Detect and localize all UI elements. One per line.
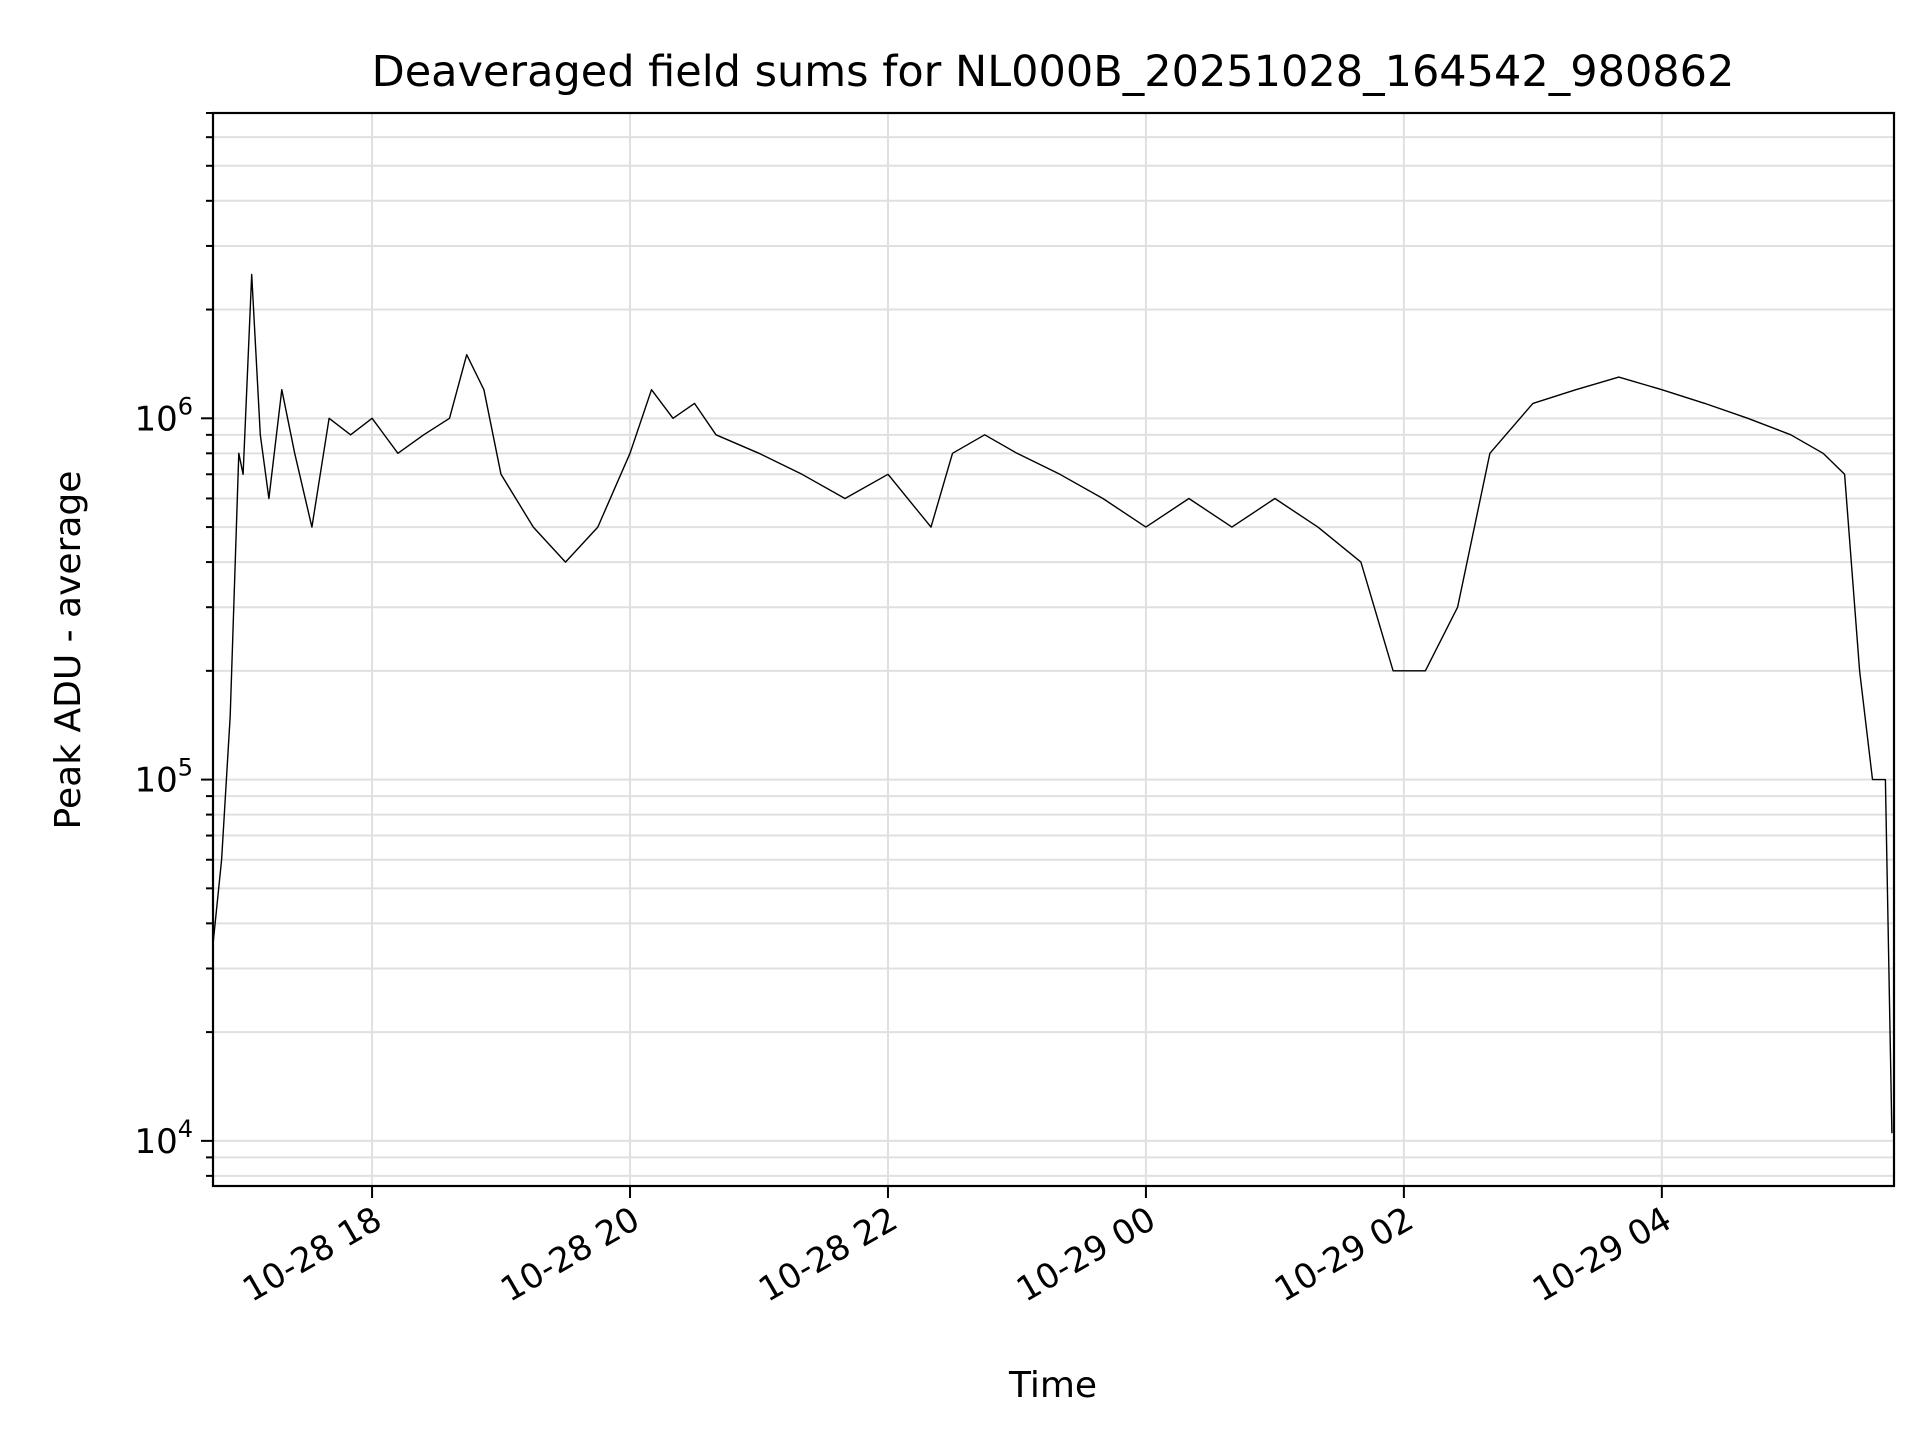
series-line — [213, 273, 1893, 1134]
y-tick-label-base: 10 — [134, 761, 177, 801]
y-tick-label-base: 10 — [134, 399, 177, 439]
y-tick-label: 104 — [134, 1115, 193, 1162]
y-tick-label: 105 — [134, 754, 193, 801]
y-tick-label: 106 — [134, 392, 193, 439]
y-tick-label-exponent: 5 — [178, 754, 193, 782]
y-tick-label-exponent: 6 — [178, 392, 193, 420]
y-axis-label: Peak ADU - average — [48, 471, 89, 830]
x-axis-label: Time — [1008, 1365, 1097, 1406]
chart-title: Deaveraged field sums for NL000B_2025102… — [372, 47, 1735, 97]
grid-lines — [213, 112, 1894, 1186]
y-tick-label-exponent: 4 — [178, 1115, 193, 1143]
y-tick-label-base: 10 — [134, 1122, 177, 1162]
series-lines — [213, 273, 1893, 1134]
plot-frame — [211, 111, 1896, 1188]
